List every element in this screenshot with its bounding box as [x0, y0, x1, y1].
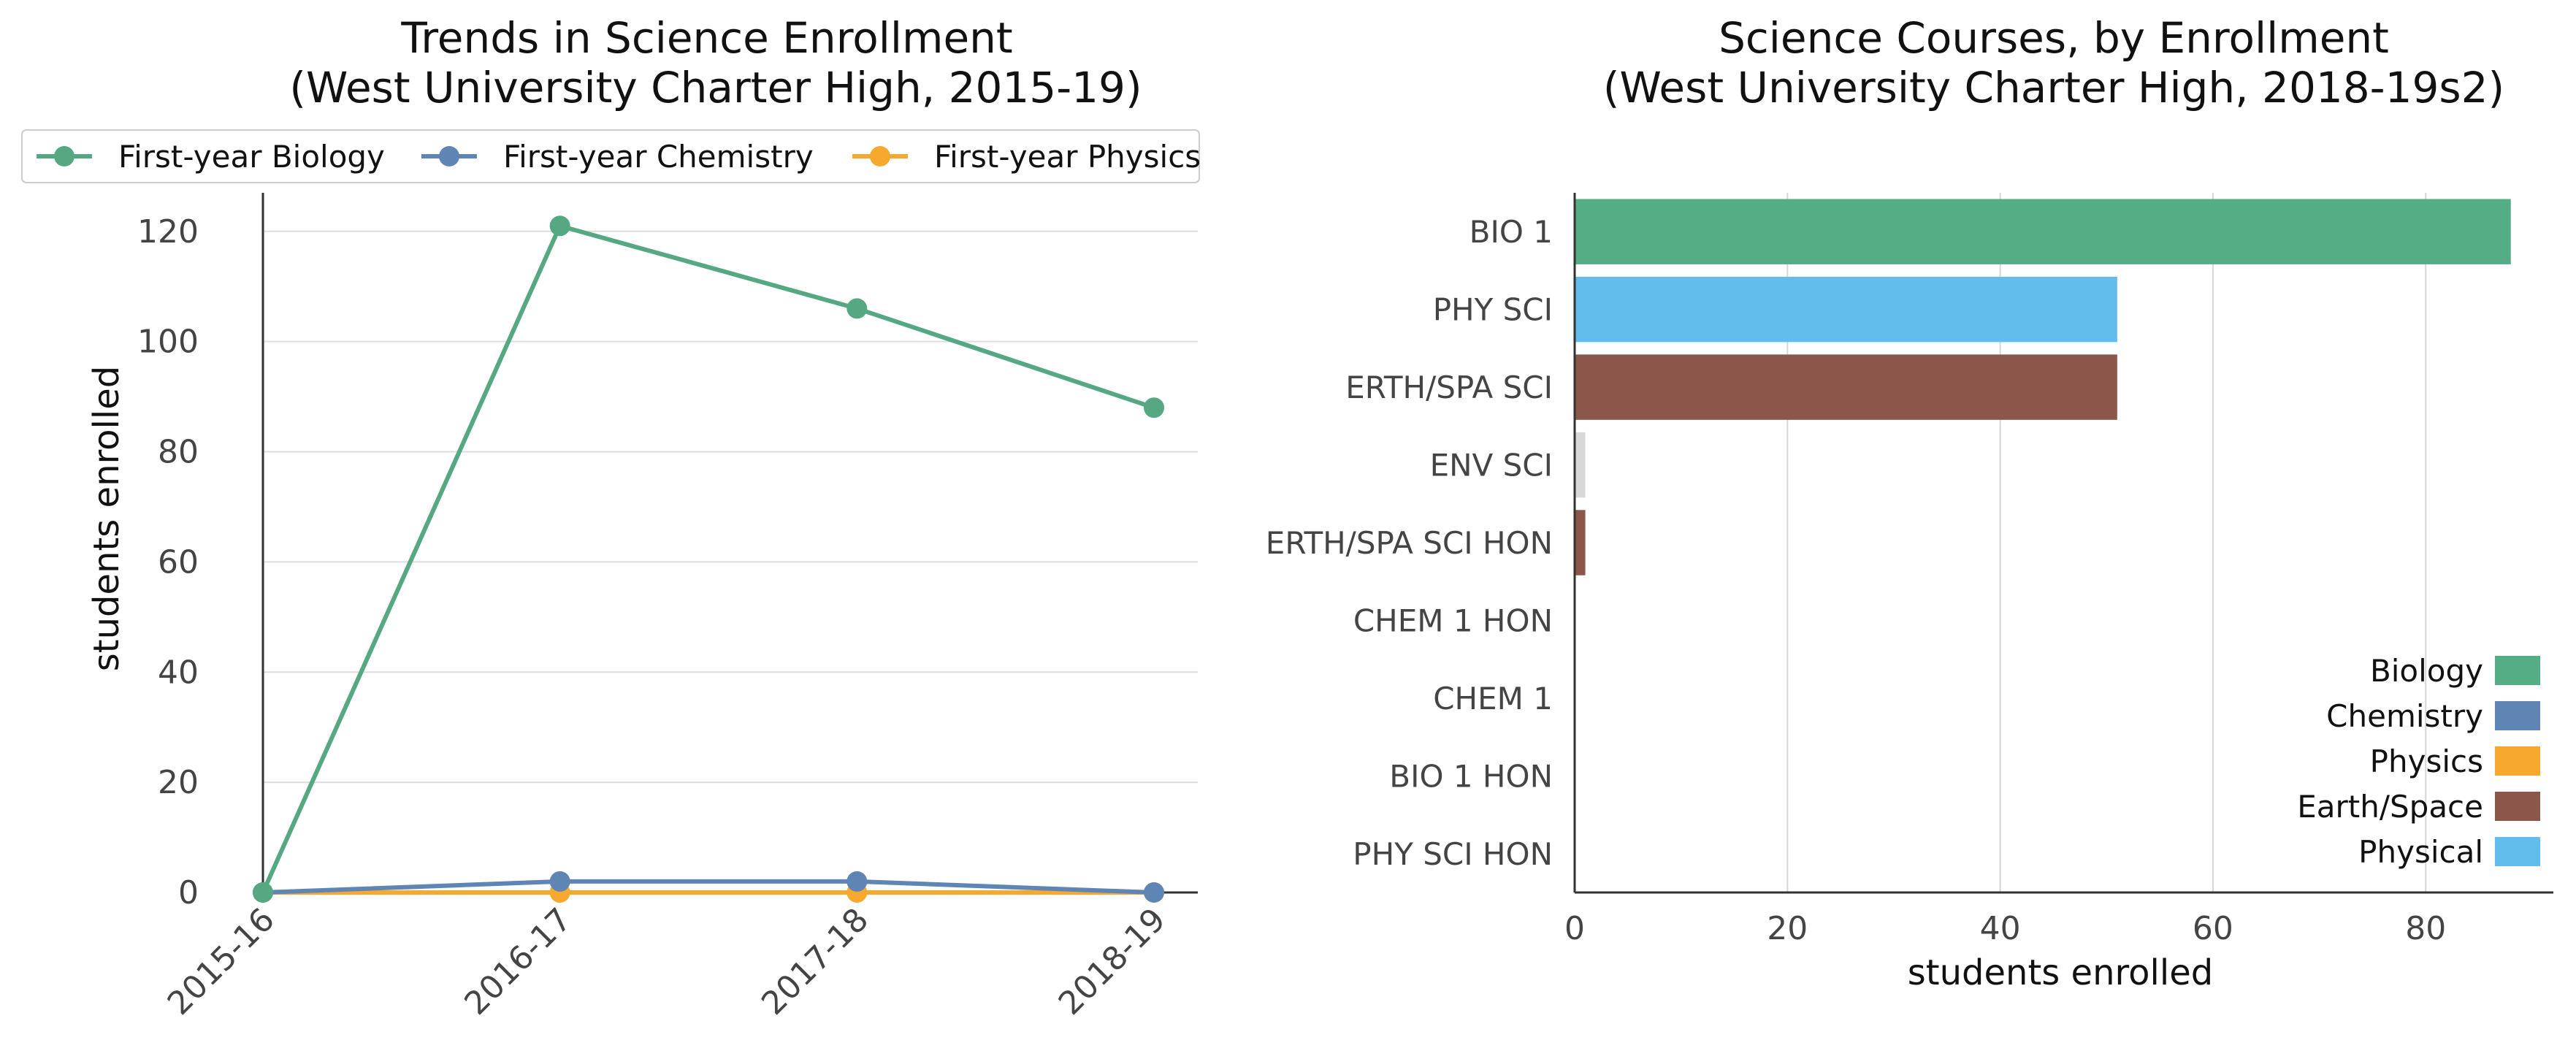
legend-entry-physical: Physical — [2358, 834, 2540, 870]
bar-erth-spa-sci — [1575, 354, 2117, 420]
bar-chart-category-labels: BIO 1 PHY SCI ERTH/SPA SCI ENV SCI ERTH/SPA … — [1266, 214, 1553, 872]
legend-swatch — [2495, 656, 2540, 685]
data-point — [1144, 882, 1164, 903]
bar-bio-1 — [1575, 199, 2511, 264]
legend-label: First-year Biology — [118, 139, 385, 175]
legend-label: First-year Physics — [934, 139, 1201, 175]
x-tick-label: 40 — [1980, 910, 2021, 947]
legend-entry-first-year-biology: First-year Biology — [37, 139, 385, 175]
line-chart: Trends in Science Enrollment (West Unive… — [21, 13, 1201, 1022]
legend-marker — [870, 146, 890, 167]
series-first-year-physics — [253, 882, 1164, 903]
line-chart-grid — [263, 230, 1198, 784]
bar-erth-spa-sci-hon — [1575, 510, 1586, 576]
bar-chart-title: Science Courses, by Enrollment — [1719, 13, 2389, 63]
x-tick-label: 80 — [2405, 910, 2446, 947]
series-line — [261, 223, 1155, 894]
line-chart-y-label: students enrolled — [86, 366, 127, 671]
line-chart-series — [253, 215, 1164, 903]
bar-chart-x-label: students enrolled — [1908, 952, 2213, 993]
legend-swatch — [2495, 746, 2540, 776]
y-tick-label: 120 — [137, 213, 199, 251]
x-tick-label: 2015-16 — [161, 901, 282, 1022]
category-label: ERTH/SPA SCI HON — [1266, 525, 1553, 561]
bar-chart-x-ticks: 0 20 40 60 80 — [1564, 910, 2446, 947]
bar-chart-subtitle: (West University Charter High, 2018-19s2… — [1603, 63, 2504, 112]
legend-swatch — [2495, 792, 2540, 821]
data-point — [846, 298, 868, 319]
y-tick-label: 40 — [158, 654, 199, 691]
category-label: BIO 1 HON — [1389, 758, 1553, 794]
bar-phy-sci — [1575, 276, 2117, 343]
legend-swatch — [2495, 837, 2540, 866]
data-point — [549, 215, 570, 237]
y-tick-label: 0 — [178, 874, 199, 911]
category-label: PHY SCI — [1433, 292, 1553, 328]
data-point — [1144, 397, 1164, 418]
legend-entry-physics: Physics — [2370, 743, 2540, 779]
y-tick-label: 20 — [158, 764, 199, 801]
legend-label: Earth/Space — [2297, 789, 2483, 825]
line-chart-title: Trends in Science Enrollment — [400, 13, 1012, 63]
category-label: ENV SCI — [1430, 448, 1553, 483]
legend-entry-chemistry: Chemistry — [2326, 698, 2540, 734]
legend-frame — [21, 129, 1200, 183]
bar-chart-legend: Biology Chemistry Physics Earth/Space Physic… — [2297, 653, 2540, 870]
x-tick-label: 20 — [1767, 910, 1808, 947]
line-chart-x-ticks: 2015-16 2016-17 2017-18 2018-19 — [161, 901, 1173, 1022]
legend-entry-biology: Biology — [2370, 653, 2540, 689]
bar-chart: Science Courses, by Enrollment (West Uni… — [1266, 13, 2553, 993]
legend-label: Biology — [2370, 653, 2483, 689]
legend-marker — [439, 146, 459, 167]
x-tick-label: 2018-19 — [1052, 901, 1173, 1022]
legend-label: Physics — [2370, 743, 2483, 779]
bar-chart-bars — [1575, 199, 2511, 576]
category-label: PHY SCI HON — [1353, 836, 1553, 872]
line-chart-legend: First-year Biology First-year Chemistry Fi… — [21, 129, 1201, 183]
line-chart-axes — [261, 193, 1198, 894]
line-chart-y-ticks: 0 20 40 60 80 100 120 — [137, 213, 199, 911]
legend-entry-earth-space: Earth/Space — [2297, 789, 2540, 825]
series-first-year-biology — [253, 215, 1164, 903]
data-point — [253, 882, 273, 903]
series-first-year-chemistry — [253, 871, 1164, 903]
y-tick-label: 60 — [158, 543, 199, 581]
y-tick-label: 100 — [137, 324, 199, 361]
x-tick-label: 2017-18 — [754, 901, 876, 1022]
legend-swatch — [2495, 701, 2540, 730]
category-label: ERTH/SPA SCI — [1345, 370, 1553, 405]
data-point — [846, 871, 868, 892]
data-point — [549, 871, 570, 892]
bar-chart-axes — [1573, 193, 2553, 894]
legend-label: First-year Chemistry — [503, 139, 814, 175]
x-tick-label: 0 — [1564, 910, 1585, 947]
category-label: BIO 1 — [1469, 214, 1553, 250]
legend-label: Physical — [2358, 834, 2483, 870]
x-tick-label: 60 — [2193, 910, 2233, 947]
category-label: CHEM 1 HON — [1353, 603, 1553, 638]
y-tick-label: 80 — [158, 434, 199, 471]
x-tick-label: 2016-17 — [457, 901, 578, 1022]
series-line — [262, 879, 1155, 895]
legend-entry-first-year-physics: First-year Physics — [852, 139, 1201, 175]
legend-label: Chemistry — [2326, 698, 2483, 734]
legend-marker — [54, 146, 74, 167]
bar-env-sci — [1575, 432, 1586, 498]
legend-entry-first-year-chemistry: First-year Chemistry — [421, 139, 814, 175]
category-label: CHEM 1 — [1433, 681, 1553, 716]
line-chart-subtitle: (West University Charter High, 2015-19) — [289, 63, 1142, 112]
